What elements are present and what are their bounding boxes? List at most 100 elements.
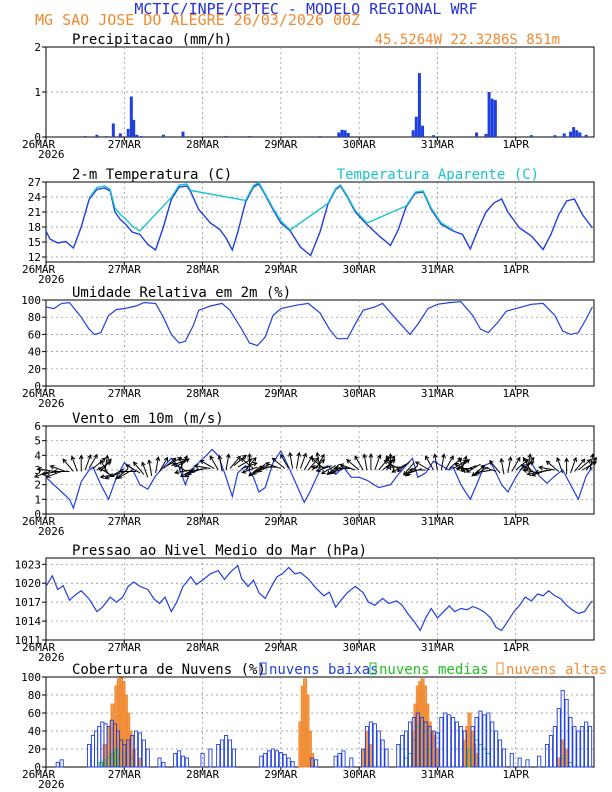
nuvens-bar-baixas: [498, 739, 503, 768]
precipitacao-bar: [83, 136, 87, 137]
vento-arrow-head: [475, 469, 481, 475]
vento-arrow-head: [248, 471, 254, 477]
nuvens-bar-baixas: [556, 708, 561, 768]
nuvens-bar-baixas: [333, 755, 338, 768]
vento-arrow-head: [40, 471, 46, 476]
vento-arrow: [257, 465, 274, 472]
vento-arrow: [397, 460, 411, 472]
nuvens-ytick-label: 0: [34, 761, 41, 774]
nuvens-bar-baixas: [87, 744, 92, 768]
nuvens-year-label: 2026: [38, 778, 65, 791]
nuvens-bar-baixas: [208, 748, 213, 768]
vento-arrow: [62, 458, 74, 472]
vento-arrow-head: [33, 473, 39, 479]
vento-arrow-head: [259, 464, 265, 470]
precipitacao-bar: [340, 129, 344, 137]
vento-arrow: [507, 457, 512, 474]
nuvens-bar-baixas: [364, 726, 370, 768]
nuvens-bar-baixas: [286, 757, 291, 768]
vento-arrow-head: [589, 453, 595, 459]
vento-arrow: [489, 460, 501, 474]
vento-arrow: [303, 455, 313, 471]
vento-arrow: [374, 454, 381, 471]
temperatura-aparente-line: [88, 181, 454, 232]
vento-xtick-label: 28MAR: [186, 515, 219, 528]
pressao-xtick-label: 28MAR: [186, 641, 219, 654]
vento-ytick-label: 5: [34, 435, 41, 448]
vento-arrow-head: [141, 461, 146, 467]
vento-arrow: [159, 457, 168, 472]
nuvens-legend-swatch: [496, 662, 504, 675]
vento-arrow-head: [45, 473, 51, 479]
precipitacao-xtick-label: 26MAR: [22, 138, 55, 151]
nuvens-bar-baixas: [290, 761, 295, 768]
nuvens-bar-baixas: [372, 723, 377, 768]
vento-arrow: [511, 457, 521, 472]
vento-arrow-head: [97, 467, 103, 472]
vento-arrow: [526, 454, 531, 471]
vento-arrow: [415, 461, 430, 471]
vento-arrow: [88, 454, 98, 469]
nuvens-title: Cobertura de Nuvens (%): [72, 662, 266, 678]
temperatura-xtick-label: 29MAR: [264, 263, 297, 276]
precipitacao-bar: [529, 135, 533, 137]
temperatura-xtick-label: 1APR: [502, 263, 529, 276]
vento-xtick-label: 26MAR: [22, 515, 55, 528]
vento-arrow-head: [155, 456, 161, 462]
nuvens-bar-baixas: [517, 757, 522, 768]
pressao-ytick-label: 1011: [15, 634, 42, 647]
vento-arrow-head: [545, 460, 551, 466]
nuvens-bar-baixas: [415, 712, 420, 768]
vento-line: [45, 448, 593, 510]
vento-arrow: [167, 457, 182, 467]
precipitacao-bar: [118, 133, 122, 137]
precipitacao-xtick-label: 30MAR: [343, 138, 376, 151]
nuvens-bar-baixas: [122, 744, 127, 768]
vento-arrow-head: [174, 469, 180, 475]
vento-arrow: [209, 455, 219, 471]
vento-arrow-head: [193, 464, 199, 469]
temperatura-line: [45, 183, 593, 257]
vento-arrow-head: [526, 471, 532, 476]
vento-arrow: [218, 455, 223, 472]
vento-arrow-head: [315, 467, 321, 473]
vento-arrow-head: [522, 468, 528, 474]
pressao-ytick-label: 1014: [15, 615, 42, 628]
nuvens-xtick-label: 29MAR: [264, 768, 297, 781]
precipitacao-bar: [129, 96, 133, 137]
precipitacao-xtick-label: 1APR: [502, 138, 529, 151]
vento-arrow: [148, 460, 153, 476]
vento-ytick-label: 4: [34, 449, 41, 462]
vento-arrow-head: [320, 469, 326, 475]
nuvens-bar-baixas: [396, 744, 401, 768]
vento-arrow: [229, 455, 241, 469]
nuvens-ytick-label: 40: [28, 725, 41, 738]
nuvens-bar-baixas: [173, 753, 178, 768]
vento-arrow: [155, 457, 159, 474]
temperatura-xtick-label: 31MAR: [421, 263, 454, 276]
nuvens-legend-label: nuvens baixas: [269, 662, 379, 678]
nuvens-bar-baixas: [184, 757, 189, 768]
temperatura-ytick-label: 15: [28, 236, 41, 249]
vento-arrow-head: [405, 470, 411, 476]
temperatura-legend: Temperatura Aparente (C): [337, 167, 539, 183]
temperatura-ytick-label: 27: [28, 176, 41, 189]
pressao-title: Pressao ao Nivel Medio do Mar (hPa): [72, 543, 367, 559]
vento-arrow-head: [183, 472, 189, 478]
vento-arrow: [556, 457, 564, 474]
vento-arrow-head: [172, 462, 178, 468]
nuvens-bar-baixas: [270, 748, 276, 768]
vento-arrow: [125, 464, 141, 474]
pressao-frame: [45, 557, 595, 641]
precipitacao-year-label: 2026: [38, 148, 65, 161]
vento-arrow: [194, 465, 211, 470]
precipitacao-bar: [95, 134, 99, 137]
vento-arrow: [84, 454, 92, 471]
precipitacao-bar: [126, 128, 130, 137]
umidade-frame: [45, 299, 595, 387]
nuvens-bar-baixas: [404, 730, 409, 768]
vento-arrow: [403, 462, 415, 476]
vento-arrow-head: [252, 461, 258, 467]
precipitacao-bar: [111, 123, 115, 137]
